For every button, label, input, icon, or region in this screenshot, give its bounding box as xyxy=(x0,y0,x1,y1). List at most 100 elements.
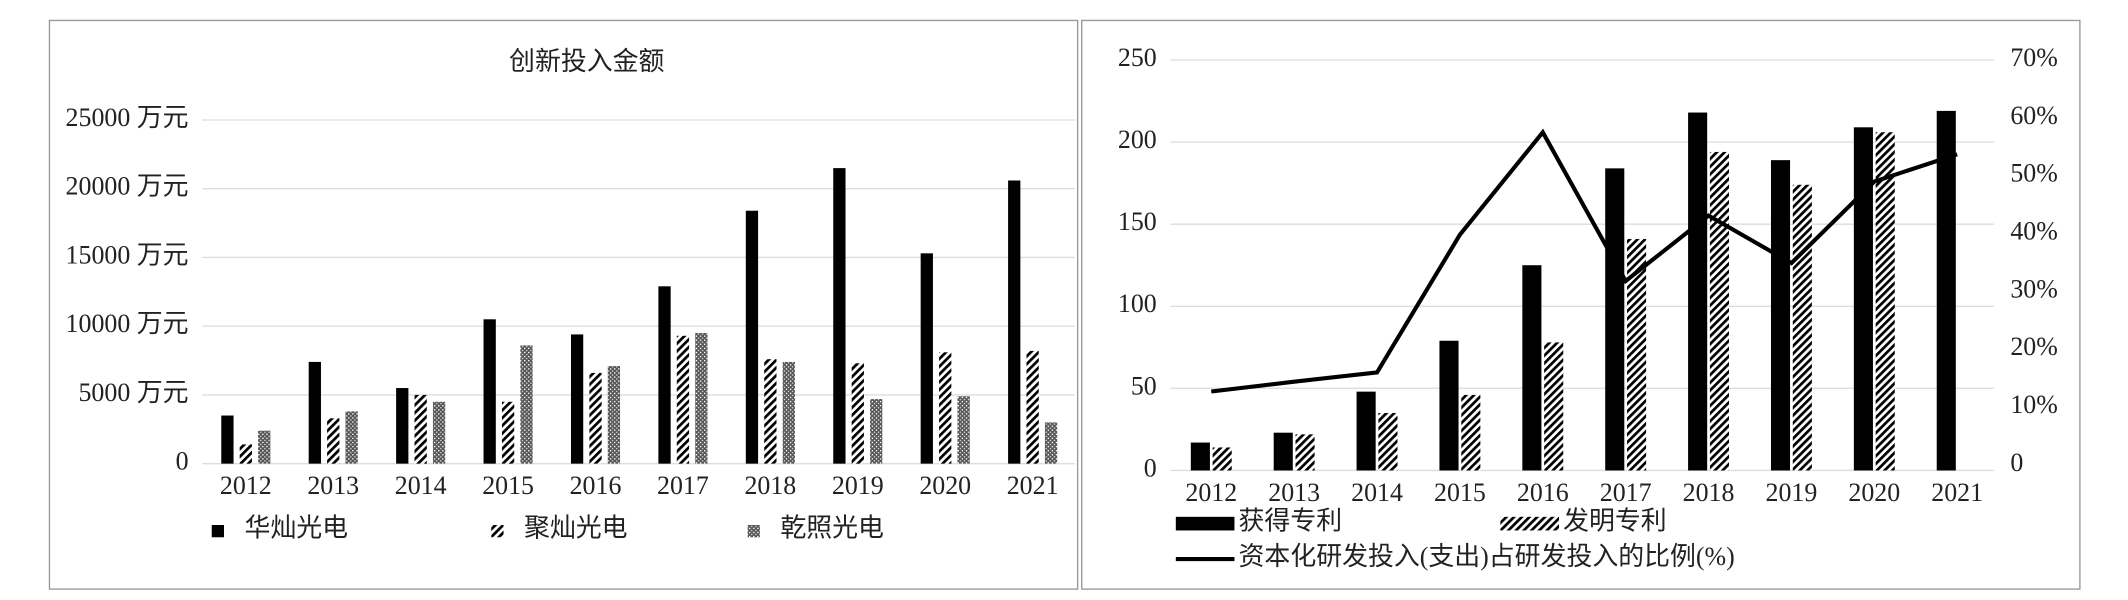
x-tick-label: 2019 xyxy=(832,471,884,500)
y-tick-label: 250 xyxy=(1118,43,1157,72)
bar xyxy=(1378,412,1398,471)
x-tick-label: 2017 xyxy=(1600,478,1652,507)
bar xyxy=(414,394,427,464)
bar xyxy=(308,361,321,464)
bar xyxy=(1008,180,1021,464)
bar xyxy=(589,372,602,464)
x-tick-label: 2012 xyxy=(1185,478,1237,507)
y2-tick-label: 60% xyxy=(2010,101,2057,130)
bar xyxy=(258,430,271,464)
y2-tick-label: 10% xyxy=(2010,390,2057,419)
bar xyxy=(939,352,952,464)
x-tick-label: 2016 xyxy=(570,471,622,500)
bar xyxy=(570,334,584,464)
bar xyxy=(658,286,671,464)
bar xyxy=(851,363,864,464)
bar xyxy=(1936,110,1956,471)
bar xyxy=(920,253,933,464)
bar xyxy=(520,345,533,464)
x-tick-label: 2015 xyxy=(1434,478,1486,507)
bar xyxy=(1792,184,1812,471)
x-tick-label: 2018 xyxy=(744,471,796,500)
bar xyxy=(1853,127,1873,471)
bar xyxy=(1627,238,1647,471)
x-tick-label: 2015 xyxy=(482,471,534,500)
bar xyxy=(1212,447,1232,471)
bar xyxy=(1709,151,1729,471)
y2-tick-label: 50% xyxy=(2010,159,2057,188)
bar xyxy=(1875,132,1895,471)
bar xyxy=(1522,265,1542,471)
bar xyxy=(676,335,690,464)
y-tick-label: 10000 万元 xyxy=(66,309,189,338)
y-tick-label: 0 xyxy=(1144,453,1157,482)
bar xyxy=(483,319,496,464)
x-tick-label: 2017 xyxy=(657,471,709,500)
bar xyxy=(1439,340,1459,471)
bar xyxy=(221,415,234,464)
x-tick-label: 2018 xyxy=(1683,478,1735,507)
y-tick-label: 5000 万元 xyxy=(78,378,188,407)
bar xyxy=(782,361,795,464)
bar xyxy=(695,333,708,464)
x-tick-label: 2014 xyxy=(1351,478,1403,507)
panel-border xyxy=(48,19,1079,590)
legend-swatch xyxy=(747,525,760,538)
bar xyxy=(396,388,409,464)
panel-border xyxy=(1081,19,2081,590)
y2-tick-label: 20% xyxy=(2010,332,2057,361)
bar xyxy=(239,444,252,464)
bar xyxy=(501,401,515,464)
y-tick-label: 0 xyxy=(176,447,189,476)
x-tick-label: 2020 xyxy=(919,471,971,500)
chart-title: 创新投入金额 xyxy=(509,47,664,76)
bar xyxy=(870,399,883,464)
legend-label: 聚灿光电 xyxy=(524,513,628,542)
bar xyxy=(1273,432,1293,471)
y2-tick-label: 40% xyxy=(2010,217,2057,246)
x-tick-label: 2019 xyxy=(1766,478,1818,507)
legend-swatch xyxy=(1175,516,1235,531)
y2-tick-label: 0 xyxy=(2010,448,2023,477)
y-tick-label: 20000 万元 xyxy=(66,172,189,201)
legend-swatch xyxy=(1500,516,1559,531)
bar xyxy=(432,401,446,464)
bar xyxy=(1026,350,1039,464)
legend-label: 发明专利 xyxy=(1563,507,1667,536)
bar xyxy=(833,168,846,464)
y2-tick-label: 30% xyxy=(2010,274,2057,303)
bar xyxy=(1544,342,1564,471)
x-tick-label: 2016 xyxy=(1517,478,1569,507)
bar xyxy=(607,366,621,464)
legend-label: 华灿光电 xyxy=(244,513,348,542)
y-tick-label: 150 xyxy=(1118,207,1157,236)
bar xyxy=(327,418,340,464)
y-tick-label: 25000 万元 xyxy=(66,103,189,132)
bar xyxy=(1770,160,1791,471)
legend-label: 资本化研发投入(支出)占研发投入的比例(%) xyxy=(1239,542,1735,571)
x-tick-label: 2020 xyxy=(1848,478,1900,507)
line xyxy=(1211,128,1958,394)
bar xyxy=(1688,112,1708,471)
bar xyxy=(1190,442,1210,471)
bar xyxy=(345,411,358,464)
x-tick-label: 2021 xyxy=(1931,478,1983,507)
bar xyxy=(1295,434,1315,471)
legend-swatch xyxy=(211,525,224,538)
y-tick-label: 50 xyxy=(1131,371,1157,400)
legend-swatch xyxy=(491,525,504,538)
bar xyxy=(1461,394,1481,471)
x-tick-label: 2014 xyxy=(395,471,447,500)
x-tick-label: 2013 xyxy=(1268,478,1320,507)
bar xyxy=(1356,391,1376,471)
x-tick-label: 2021 xyxy=(1007,471,1059,500)
bar xyxy=(764,359,777,464)
y2-tick-label: 70% xyxy=(2010,43,2057,72)
bar xyxy=(957,396,970,464)
x-tick-label: 2012 xyxy=(220,471,272,500)
bar xyxy=(745,210,759,464)
x-tick-label: 2013 xyxy=(307,471,359,500)
y-tick-label: 15000 万元 xyxy=(66,240,189,269)
